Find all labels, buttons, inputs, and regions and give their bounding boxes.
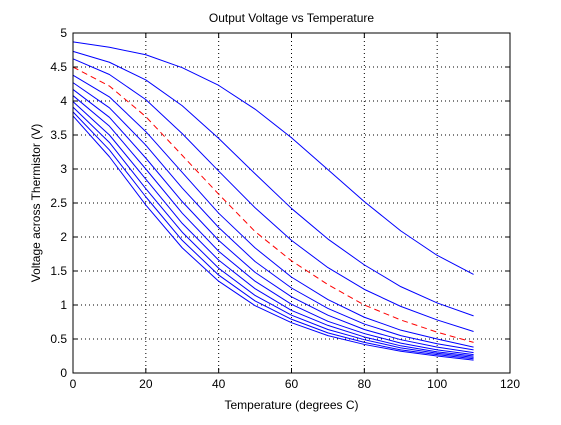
series-line-4 — [72, 66, 474, 343]
x-tick-label: 0 — [70, 377, 77, 391]
y-tick-label: 0 — [60, 366, 67, 380]
x-tick-label: 40 — [212, 377, 226, 391]
ticks: 0 20 40 60 80 100 120 0 0.5 1 1.5 2 2.5 3 3.5 4 4.5 5 — [50, 26, 520, 391]
x-tick-label: 120 — [500, 377, 520, 391]
series-lines — [72, 41, 474, 361]
x-axis-label: Temperature (degrees C) — [224, 398, 358, 412]
x-tick-label: 60 — [285, 377, 299, 391]
y-tick-label: 2.5 — [50, 196, 67, 210]
y-tick-label: 5 — [60, 26, 67, 40]
series-line-3 — [72, 58, 474, 332]
chart-title: Output Voltage vs Temperature — [209, 11, 375, 25]
series-line-11 — [72, 111, 474, 360]
series-line-1 — [72, 41, 474, 275]
series-line-2 — [72, 50, 474, 317]
x-tick-label: 20 — [139, 377, 153, 391]
y-axis-label: Voltage across Thermistor (V) — [29, 124, 43, 283]
y-tick-label: 4 — [60, 94, 67, 108]
series-line-5 — [72, 74, 474, 348]
y-tick-label: 1 — [60, 298, 67, 312]
series-line-8 — [72, 95, 474, 356]
x-tick-label: 100 — [427, 377, 447, 391]
y-tick-label: 3.5 — [50, 128, 67, 142]
y-tick-label: 4.5 — [50, 60, 67, 74]
series-line-12 — [72, 115, 474, 361]
y-tick-label: 2 — [60, 230, 67, 244]
y-tick-label: 0.5 — [50, 332, 67, 346]
series-line-7 — [72, 89, 474, 354]
series-line-6 — [72, 82, 474, 351]
series-line-9 — [72, 101, 474, 357]
y-tick-label: 1.5 — [50, 264, 67, 278]
y-tick-label: 3 — [60, 162, 67, 176]
series-line-10 — [72, 106, 474, 358]
x-tick-label: 80 — [358, 377, 372, 391]
